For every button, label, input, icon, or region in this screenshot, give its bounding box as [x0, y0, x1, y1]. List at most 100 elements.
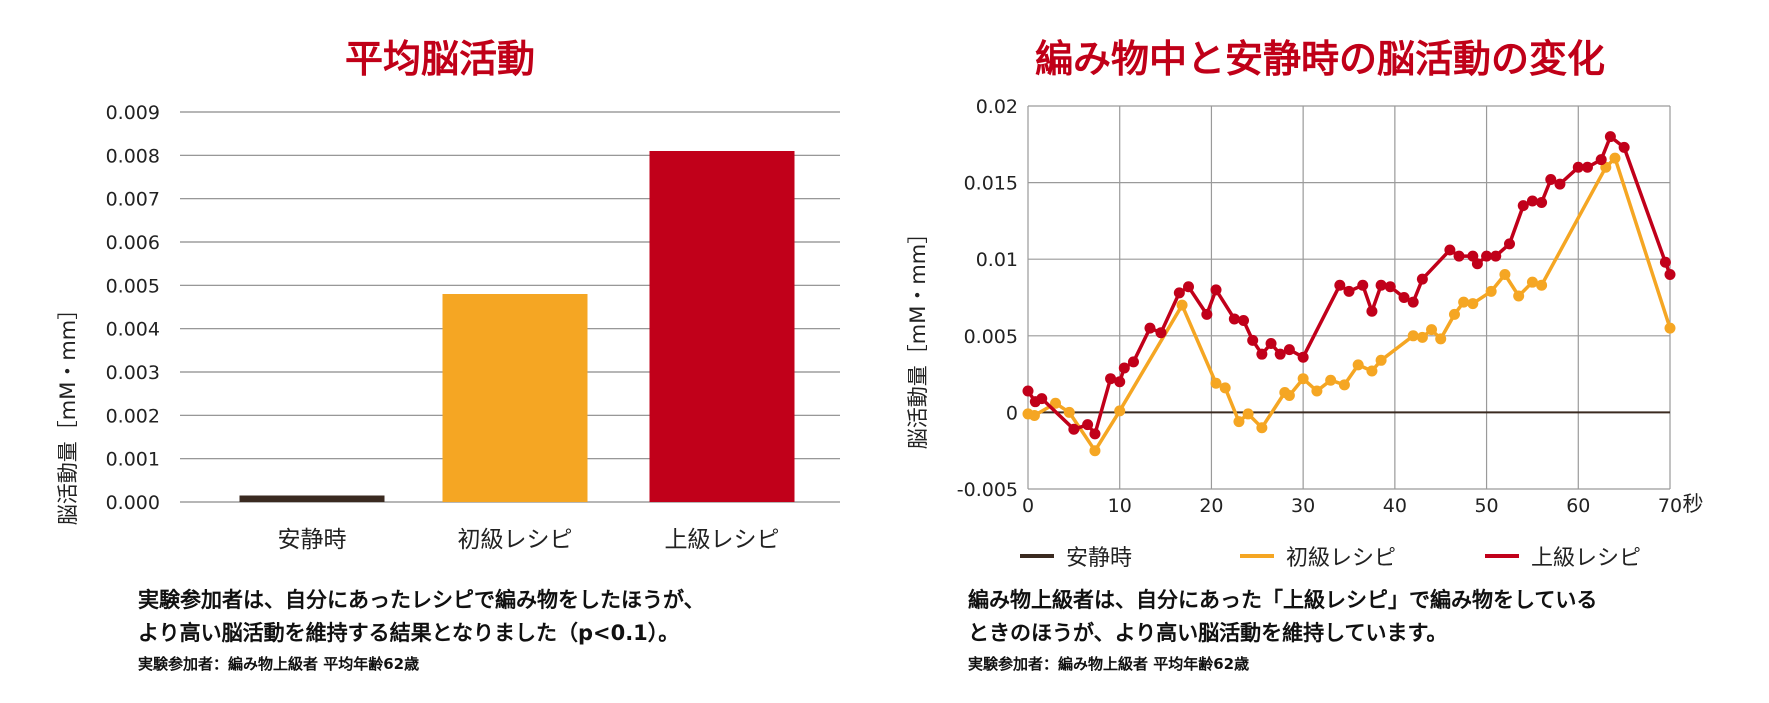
- series-point: [1063, 406, 1075, 418]
- bar-y-tick-label: 0.000: [106, 492, 160, 514]
- legend-item-advanced: 上級レシピ: [1485, 540, 1641, 572]
- series-point: [1536, 279, 1548, 291]
- series-point: [1297, 373, 1309, 385]
- series-point: [1513, 290, 1525, 302]
- line-y-tick-label: 0.02: [976, 96, 1018, 118]
- series-point: [1219, 382, 1231, 394]
- legend-swatch-advanced: [1485, 554, 1519, 558]
- bar-y-tick-label: 0.004: [106, 319, 160, 341]
- series-point: [1526, 195, 1538, 207]
- series-point: [1526, 276, 1538, 288]
- line-y-tick-label: 0.005: [964, 326, 1018, 348]
- series-point: [1471, 258, 1483, 270]
- bar-y-tick-label: 0.003: [106, 362, 160, 384]
- line-x-tick-label: 40: [1383, 495, 1407, 517]
- series-point: [1325, 374, 1337, 386]
- series-point: [1416, 273, 1428, 285]
- series-point: [1536, 197, 1548, 209]
- series-point: [1458, 296, 1470, 308]
- series-point: [1238, 314, 1250, 326]
- series-point: [1435, 333, 1447, 345]
- series-point: [1490, 250, 1502, 262]
- series-point: [1274, 348, 1286, 360]
- series-point: [1265, 337, 1277, 349]
- bar: [239, 495, 385, 502]
- series-point: [1517, 200, 1529, 212]
- line-caption-line-2: ときのほうが、より高い脳活動を維持しています。: [968, 621, 1448, 645]
- series-point: [1028, 409, 1040, 421]
- series-point: [1338, 379, 1350, 391]
- series-point: [1256, 422, 1268, 434]
- series-point: [1183, 281, 1194, 293]
- series-point: [1504, 238, 1515, 250]
- series-point: [1618, 141, 1630, 153]
- series-point: [1155, 327, 1167, 339]
- series-point: [1453, 250, 1465, 262]
- series-point: [1022, 385, 1034, 397]
- line-y-tick-label: -0.005: [957, 479, 1018, 501]
- legend-label-rest: 安静時: [1066, 546, 1133, 571]
- series-point: [1176, 299, 1188, 311]
- series-line: [1027, 156, 1672, 453]
- series-line: [1026, 134, 1672, 436]
- series-point: [1485, 285, 1497, 297]
- series-point: [1118, 362, 1130, 374]
- series-point: [1352, 359, 1364, 371]
- series-point: [1036, 393, 1048, 405]
- legend-label-beginner: 初級レシピ: [1286, 546, 1397, 571]
- series-point: [1545, 174, 1557, 186]
- series-point: [1407, 330, 1419, 342]
- line-y-tick-label: 0.015: [964, 173, 1018, 195]
- line-x-tick-label: 10: [1108, 495, 1132, 517]
- line-caption-line-1: 編み物上級者は、自分にあった「上級レシピ」で編み物をしている: [968, 588, 1598, 612]
- bar-chart: 脳活動量［mM・mm］ 0.000 0.001 0.002 0.003 0.004 0.0…: [56, 102, 840, 553]
- line-x-tick-label: 20: [1199, 495, 1223, 517]
- series-point: [1210, 284, 1222, 296]
- series-point: [1334, 279, 1346, 291]
- line-chart-x-axis-label: 秒: [1683, 492, 1704, 516]
- series-point: [1311, 385, 1323, 397]
- series-point: [1609, 152, 1621, 164]
- line-chart-y-axis-label: 脳活動量［mM・mm］: [906, 223, 930, 450]
- line-caption-note: 実験参加者：編み物上級者 平均年齢62歳: [968, 655, 1250, 673]
- series-point: [1201, 308, 1213, 320]
- series-point: [1426, 324, 1438, 336]
- series-point: [1664, 269, 1676, 281]
- series-point: [1114, 405, 1126, 417]
- line-x-tick-label: 50: [1474, 495, 1498, 517]
- bar-caption-line-2: より高い脳活動を維持する結果となりました（p<0.1）。: [138, 621, 680, 645]
- bar-caption-note: 実験参加者：編み物上級者 平均年齢62歳: [138, 655, 420, 673]
- series-point: [1572, 161, 1584, 173]
- series-point: [1283, 390, 1295, 402]
- series-point: [1357, 279, 1369, 291]
- series-point: [1581, 161, 1593, 173]
- line-x-tick-label: 70: [1658, 495, 1682, 517]
- series-point: [1664, 322, 1676, 334]
- legend-swatch-beginner: [1240, 554, 1274, 558]
- series-point: [1554, 178, 1566, 190]
- series-point: [1068, 423, 1080, 435]
- line-x-tick-label: 30: [1291, 495, 1315, 517]
- bar-caption-line-1: 実験参加者は、自分にあったレシピで編み物をしたほうが、: [138, 588, 705, 612]
- series-point: [1233, 416, 1245, 428]
- line-chart: 脳活動量［mM・mm］ 秒 0 10 20 30 40 50 60 70-0.00500.00…: [906, 96, 1704, 517]
- bar-x-tick-label: 初級レシピ: [458, 527, 573, 553]
- series-point: [1366, 365, 1378, 377]
- series-point: [1407, 296, 1419, 308]
- line-y-tick-label: 0: [1006, 402, 1018, 424]
- bar-y-tick-label: 0.009: [106, 102, 160, 124]
- series-point: [1283, 344, 1295, 356]
- bar-chart-y-axis-label: 脳活動量［mM・mm］: [56, 299, 80, 526]
- series-point: [1398, 292, 1410, 303]
- series-point: [1089, 428, 1101, 440]
- series-point: [1375, 279, 1387, 291]
- bar-y-tick-label: 0.002: [106, 405, 160, 427]
- series-point: [1384, 281, 1396, 293]
- bar-y-tick-label: 0.007: [106, 189, 160, 211]
- line-chart-title: 編み物中と安静時の脳活動の変化: [1034, 37, 1605, 81]
- series-point: [1105, 373, 1117, 385]
- series-point: [1127, 356, 1139, 368]
- series-point: [1366, 305, 1378, 317]
- line-y-tick-label: 0.01: [976, 249, 1018, 271]
